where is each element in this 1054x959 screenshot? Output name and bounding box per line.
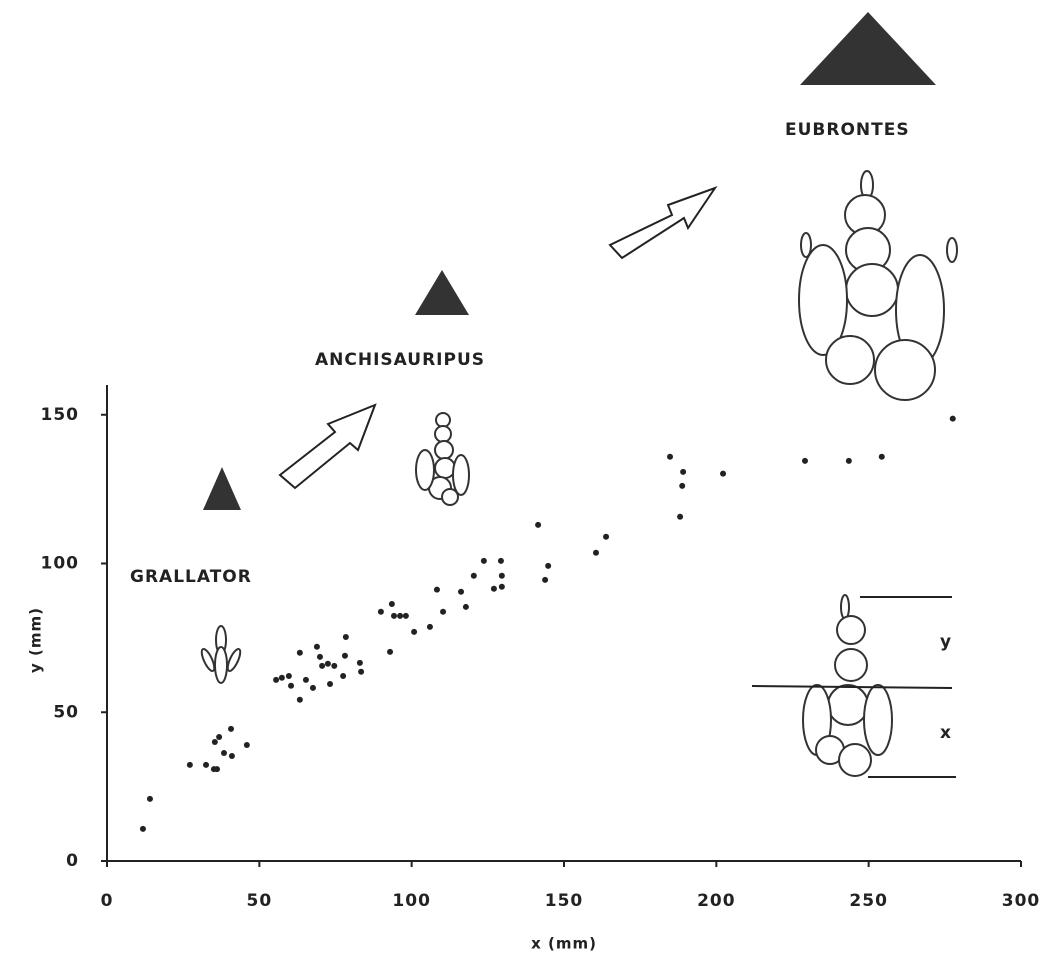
x-axis-label: x (mm) xyxy=(531,935,597,953)
arrow xyxy=(278,186,718,490)
point xyxy=(213,766,220,773)
y-tick-label: 50 xyxy=(53,702,79,722)
point xyxy=(397,612,404,619)
point xyxy=(498,583,505,590)
point xyxy=(186,761,193,768)
point xyxy=(387,648,394,655)
point xyxy=(358,668,365,675)
point xyxy=(327,680,334,687)
small-triangle xyxy=(203,467,241,510)
point xyxy=(411,628,418,635)
point xyxy=(440,608,447,615)
footprint-measure xyxy=(802,594,893,777)
x-tick-label: 0 xyxy=(101,891,114,911)
x-tick-label: 250 xyxy=(849,891,888,911)
point xyxy=(677,513,684,520)
point xyxy=(720,470,727,477)
point xyxy=(313,643,320,650)
point xyxy=(949,415,956,422)
point xyxy=(667,453,674,460)
footprint-eubrontes xyxy=(798,170,958,401)
point xyxy=(458,588,465,595)
point xyxy=(498,572,505,579)
annotation: ANCHISAURIPUS xyxy=(315,350,485,370)
point xyxy=(679,482,686,489)
x-tick-label: 100 xyxy=(392,891,431,911)
point xyxy=(426,623,433,630)
point xyxy=(341,652,348,659)
annotation: x xyxy=(940,723,952,743)
annotation: GRALLATOR xyxy=(130,567,252,587)
point xyxy=(331,662,338,669)
footprint-anchisauripus xyxy=(415,412,470,506)
y-axis-label: y (mm) xyxy=(27,607,45,673)
point xyxy=(801,457,808,464)
point xyxy=(490,585,497,592)
x-tick-label: 150 xyxy=(545,891,584,911)
point xyxy=(402,612,409,619)
point xyxy=(480,557,487,564)
point xyxy=(324,660,331,667)
point xyxy=(316,653,323,660)
point xyxy=(203,761,210,768)
point xyxy=(342,633,349,640)
point xyxy=(216,733,223,740)
point xyxy=(273,676,280,683)
footprint-grallator xyxy=(200,625,242,684)
point xyxy=(319,662,326,669)
point xyxy=(845,457,852,464)
point xyxy=(535,521,542,528)
point xyxy=(390,612,397,619)
point xyxy=(470,572,477,579)
y-tick-label: 0 xyxy=(66,851,79,871)
point xyxy=(288,682,295,689)
medium-triangle xyxy=(415,270,469,315)
point xyxy=(603,533,610,540)
point xyxy=(356,659,363,666)
point xyxy=(680,468,687,475)
x-tick-label: 300 xyxy=(1002,891,1041,911)
point xyxy=(227,725,234,732)
annotation: EUBRONTES xyxy=(785,120,910,140)
point xyxy=(462,603,469,610)
point xyxy=(285,672,292,679)
point xyxy=(592,549,599,556)
point xyxy=(220,750,227,757)
point xyxy=(243,741,250,748)
point xyxy=(497,557,504,564)
point xyxy=(545,562,552,569)
point xyxy=(278,674,285,681)
annotation: y xyxy=(940,632,952,652)
point xyxy=(388,600,395,607)
point xyxy=(302,676,309,683)
y-tick-label: 150 xyxy=(41,405,80,425)
point xyxy=(296,649,303,656)
large-triangle xyxy=(800,12,936,85)
point xyxy=(377,608,384,615)
point xyxy=(878,453,885,460)
point xyxy=(228,752,235,759)
y-tick-label: 100 xyxy=(41,554,80,574)
measure-lines xyxy=(751,596,956,778)
point xyxy=(146,795,153,802)
x-tick-label: 200 xyxy=(697,891,736,911)
point xyxy=(309,684,316,691)
x-tick-label: 50 xyxy=(246,891,272,911)
point xyxy=(211,739,218,745)
point xyxy=(340,672,347,679)
point xyxy=(542,576,549,583)
point xyxy=(296,696,303,703)
point xyxy=(433,586,440,593)
point xyxy=(139,825,146,832)
